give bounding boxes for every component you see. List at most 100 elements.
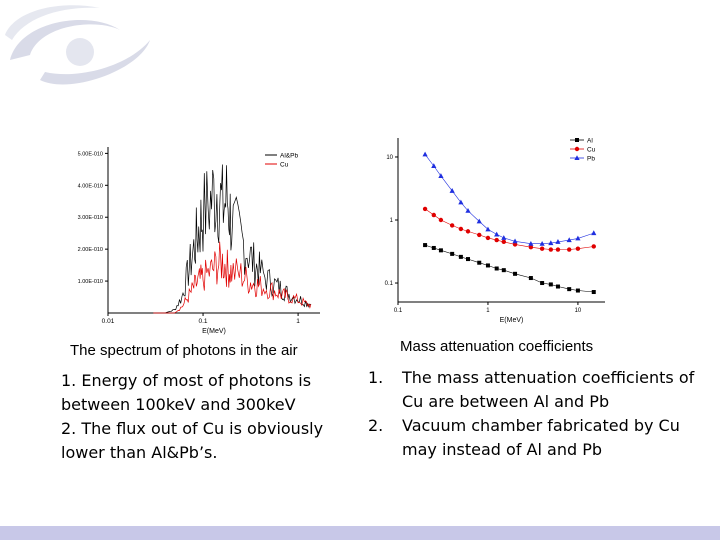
note-right-text: Vacuum chamber fabricated by Cu may inst… (402, 416, 680, 459)
data-point-pb (449, 188, 455, 193)
y-tick-label: 5.00E-010 (78, 151, 103, 157)
data-point-al (438, 248, 443, 253)
bottom-band (0, 526, 720, 540)
series-line-pb (424, 154, 594, 244)
data-point-cu (555, 247, 561, 252)
series-line-cu (153, 241, 312, 314)
y-tick-label: 1 (390, 218, 394, 224)
data-point-al (485, 263, 490, 268)
note-left-item: 1. Energy of most of photons is between … (61, 371, 312, 414)
data-point-pb (458, 199, 464, 205)
y-tick-label: 10 (386, 155, 393, 161)
data-point-pb (494, 231, 500, 237)
data-point-al (567, 287, 572, 292)
legend-label: Al&Pb (280, 153, 298, 160)
data-point-cu (485, 235, 491, 241)
caption-mass-attenuation: Mass attenuation coefficients (400, 338, 594, 355)
data-point-cu (501, 239, 507, 245)
data-point-cu (438, 217, 444, 223)
data-point-al (575, 138, 579, 142)
data-point-pb (422, 151, 428, 157)
logo-swirl-core (66, 38, 94, 66)
data-point-pb (512, 238, 518, 244)
y-tick-label: 1.00E-010 (78, 279, 103, 285)
data-point-cu (458, 226, 464, 232)
data-point-cu (477, 232, 482, 238)
x-tick-label: 1 (486, 308, 490, 314)
data-point-pb (539, 240, 545, 246)
data-point-pb (555, 239, 561, 244)
data-point-pb (548, 240, 554, 246)
caption-photon-spectrum: The spectrum of photons in the air (70, 342, 298, 359)
logo-swirl-arc-1 (10, 20, 120, 60)
data-point-pb (438, 173, 444, 178)
series-line-alpb (153, 164, 312, 314)
notes-right: 1. The mass attenuation coefficients of … (368, 366, 698, 462)
x-tick-label: 10 (575, 308, 582, 314)
x-tick-label: 0.01 (102, 318, 115, 325)
data-point-cu (574, 146, 580, 152)
logo-swirl-arc-3 (5, 5, 100, 40)
data-point-al (575, 288, 580, 293)
data-point-pb (476, 218, 482, 224)
note-right-number: 2. (368, 416, 384, 435)
data-point-al (494, 266, 499, 271)
data-point-pb (431, 163, 437, 168)
data-point-pb (591, 230, 597, 236)
data-point-cu (431, 212, 436, 218)
data-point-al (513, 271, 518, 276)
data-point-al (540, 281, 545, 286)
data-point-al (450, 251, 455, 256)
series-line-cu (424, 208, 594, 250)
data-point-al (591, 290, 596, 295)
mass-attenuation-chart: 0.1 1 10 0.1 1 10 E(MeV) Al Cu Pb (385, 138, 605, 324)
legend-label: Pb (587, 156, 595, 163)
legend-label: Al (587, 138, 593, 145)
data-point-al (548, 282, 553, 287)
data-point-cu (539, 246, 545, 251)
notes-left: 1. Energy of most of photons is between … (61, 369, 361, 465)
data-point-pb (485, 226, 491, 232)
data-point-al (431, 245, 436, 250)
logo-swirl (5, 5, 150, 85)
x-axis-label: E(MeV) (202, 328, 226, 335)
note-right-number: 1. (368, 368, 384, 387)
y-tick-label: 4.00E-010 (78, 183, 103, 189)
data-point-cu (548, 247, 554, 252)
x-tick-label: 0.1 (199, 318, 208, 325)
data-point-pb (528, 240, 534, 246)
photon-spectrum-chart: 1.00E-010 2.00E-010 3.00E-010 4.00E-010 5.00… (78, 147, 320, 335)
data-point-cu (567, 247, 572, 252)
data-point-cu (575, 246, 581, 251)
data-point-pb (575, 235, 581, 241)
y-tick-label: 0.1 (385, 281, 394, 287)
note-right-item: 2. Vacuum chamber fabricated by Cu may i… (368, 414, 698, 462)
data-point-pb (574, 155, 580, 160)
y-tick-label: 3.00E-010 (78, 215, 103, 221)
data-point-cu (528, 245, 534, 250)
data-point-al (528, 276, 533, 281)
data-point-pb (501, 235, 507, 240)
note-right-text: The mass attenuation coefficients of Cu … (402, 368, 695, 411)
data-point-al (423, 243, 428, 248)
data-point-cu (512, 242, 518, 247)
x-axis-label: E(MeV) (500, 317, 524, 324)
data-point-al (458, 254, 463, 259)
data-point-cu (422, 206, 428, 212)
note-left-item: 2. The flux out of Cu is obviously lower… (61, 419, 324, 462)
data-point-cu (494, 237, 499, 243)
legend-label: Cu (587, 147, 596, 154)
data-point-al (555, 284, 560, 289)
x-tick-label: 0.1 (394, 308, 403, 314)
data-point-cu (591, 244, 596, 249)
logo-swirl-arc-2 (40, 40, 150, 85)
data-point-pb (465, 207, 471, 213)
data-point-cu (465, 229, 471, 234)
data-point-pb (566, 237, 572, 243)
y-tick-label: 2.00E-010 (78, 247, 103, 253)
data-point-al (501, 268, 506, 273)
data-point-al (466, 257, 471, 262)
note-right-item: 1. The mass attenuation coefficients of … (368, 366, 698, 414)
x-tick-label: 1 (296, 318, 300, 325)
data-point-al (477, 260, 482, 265)
